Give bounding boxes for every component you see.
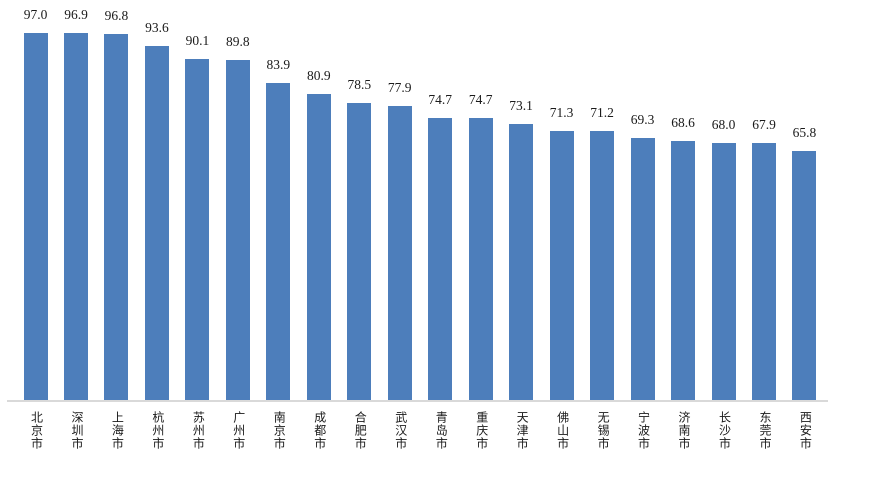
bar	[387, 105, 412, 401]
value-label: 71.2	[590, 104, 614, 120]
bar	[468, 117, 493, 401]
bar	[428, 117, 453, 401]
bar	[266, 82, 291, 401]
bar	[104, 33, 129, 401]
bar	[752, 143, 776, 401]
city-label: 长沙市	[717, 411, 732, 450]
bar	[23, 33, 48, 401]
city-label: 杭州市	[150, 411, 165, 450]
city-label: 上海市	[110, 411, 125, 450]
bar	[549, 130, 574, 401]
bar	[347, 103, 372, 401]
value-label: 74.7	[468, 91, 493, 107]
value-label: 96.8	[104, 7, 129, 23]
city-label: 成都市	[312, 411, 327, 450]
value-label: 96.9	[64, 7, 88, 23]
value-label: 93.6	[145, 19, 169, 35]
bar	[671, 140, 695, 401]
city-label: 宁波市	[636, 411, 651, 450]
value-label: 77.9	[387, 79, 412, 95]
x-axis-line	[7, 400, 828, 402]
value-label: 78.5	[347, 77, 372, 93]
value-label: 90.1	[185, 33, 210, 49]
value-label: 69.3	[630, 112, 655, 128]
city-label: 合肥市	[353, 411, 368, 450]
value-label: 71.3	[549, 104, 574, 120]
bar	[792, 151, 817, 401]
city-label: 无锡市	[596, 411, 611, 450]
city-label: 天津市	[515, 411, 530, 450]
value-label: 89.8	[225, 34, 250, 50]
value-label: 97.0	[23, 7, 48, 22]
value-label: 65.8	[792, 125, 817, 141]
bar	[509, 123, 534, 401]
city-label: 青岛市	[434, 411, 449, 450]
city-label: 武汉市	[393, 411, 408, 450]
city-label: 西安市	[798, 411, 813, 450]
value-label: 83.9	[266, 56, 291, 72]
bar	[711, 143, 736, 401]
bar	[144, 45, 169, 401]
city-label: 南京市	[272, 411, 287, 450]
value-label: 68.0	[711, 117, 736, 132]
city-label: 深圳市	[70, 411, 84, 450]
value-label: 73.1	[509, 97, 533, 113]
city-label: 东莞市	[758, 411, 772, 450]
value-label: 68.6	[671, 114, 695, 130]
bar	[590, 130, 615, 401]
value-label: 80.9	[306, 68, 331, 84]
value-label: 74.7	[428, 91, 452, 107]
city-label: 广州市	[231, 411, 246, 450]
city-label: 北京市	[29, 411, 44, 450]
city-label: 济南市	[677, 411, 691, 450]
bar	[185, 59, 210, 401]
bar	[630, 138, 655, 401]
city-label: 佛山市	[555, 411, 570, 450]
value-label: 67.9	[752, 117, 776, 133]
city-label: 苏州市	[191, 411, 206, 450]
bar	[306, 94, 331, 401]
city-label: 重庆市	[474, 411, 489, 450]
bar	[64, 33, 88, 401]
bar	[225, 60, 250, 401]
